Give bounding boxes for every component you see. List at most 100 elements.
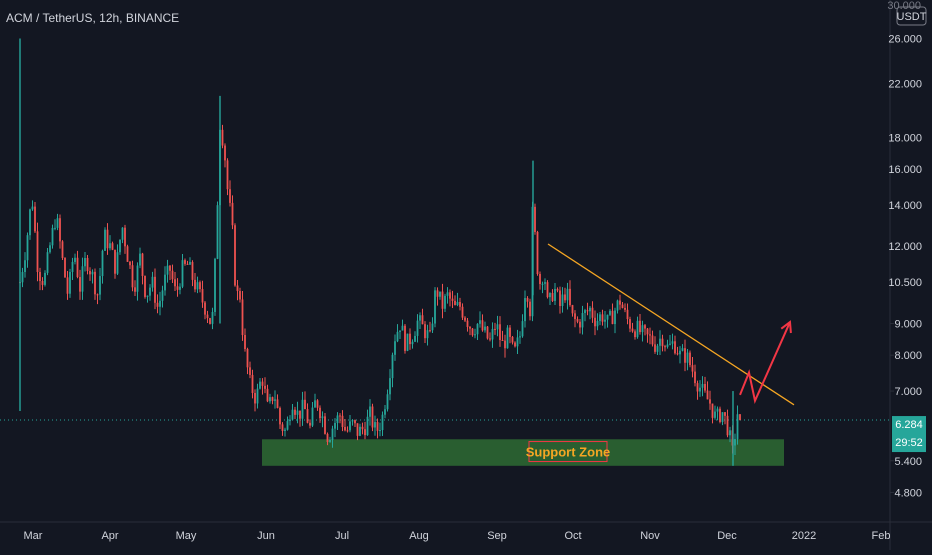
candle-countdown: 29:52 — [895, 437, 923, 449]
candle-body — [519, 336, 521, 338]
candle-body — [119, 239, 121, 253]
candle-body — [204, 302, 206, 315]
candle-body — [91, 271, 94, 275]
candle-body — [264, 385, 266, 389]
candle-body — [646, 328, 649, 335]
projection-arrow-path — [739, 321, 791, 405]
candle-body — [706, 390, 709, 400]
candle-body — [486, 326, 489, 339]
candle-body — [721, 412, 724, 422]
candle-body — [214, 258, 216, 312]
candle-body — [94, 271, 96, 295]
candle-body — [234, 225, 236, 286]
candle-body — [596, 320, 599, 327]
time-tick-label: Apr — [101, 530, 118, 542]
candle-body — [404, 325, 406, 351]
candle-body — [399, 330, 401, 332]
candle-body — [356, 423, 359, 436]
trendline[interactable] — [547, 243, 795, 406]
candle-body — [211, 311, 214, 324]
candle-body — [181, 260, 184, 287]
candle-body — [149, 287, 151, 296]
candle-body — [99, 276, 101, 295]
candle-body — [489, 338, 491, 340]
candle-body — [649, 334, 651, 336]
candle-body — [736, 414, 739, 440]
candle-body — [324, 416, 326, 434]
candle-body — [334, 422, 336, 429]
candle-body — [574, 313, 576, 320]
candle-body — [406, 333, 409, 351]
currency-badge[interactable]: USDT — [896, 6, 927, 26]
candle-body — [134, 287, 136, 292]
candle-body — [84, 257, 86, 267]
time-tick-label: Jul — [335, 530, 349, 542]
candle-body — [126, 246, 129, 262]
candle-body — [629, 319, 631, 329]
candle-body — [216, 205, 219, 259]
candle-body — [601, 314, 604, 322]
candle-body — [411, 341, 414, 345]
candles — [19, 38, 741, 466]
candle-body — [49, 245, 51, 253]
candle-body — [389, 378, 391, 395]
candle-body — [194, 279, 196, 290]
candle-body — [664, 346, 666, 348]
candle-body — [526, 298, 529, 302]
last-price-box — [892, 416, 926, 453]
candle-body — [614, 310, 616, 325]
chart-title: ACM / TetherUS, 12h, BINANCE — [6, 11, 179, 25]
candle-body — [524, 298, 526, 322]
candle-body — [24, 260, 26, 273]
price-tick-label: 16.000 — [888, 164, 922, 176]
candle-body — [631, 328, 634, 332]
candle-body — [456, 302, 459, 306]
candle-body — [461, 306, 464, 318]
candle-body — [494, 328, 496, 330]
candle-body — [161, 290, 164, 301]
candle-body — [541, 283, 544, 285]
candle-body — [294, 409, 296, 415]
candle-body — [554, 288, 556, 301]
candle-body — [386, 394, 389, 410]
candle-body — [296, 410, 299, 415]
candle-body — [509, 327, 511, 337]
candle-body — [311, 407, 314, 426]
candle-body — [394, 341, 396, 355]
candle-body — [459, 302, 461, 307]
candle-body — [469, 326, 471, 329]
candle-body — [274, 399, 276, 401]
candle-body — [591, 307, 594, 318]
candle-body — [401, 325, 404, 331]
candle-body — [79, 277, 81, 292]
support-zone[interactable]: Support Zone — [262, 439, 784, 466]
candle-body — [144, 275, 146, 297]
candle-body — [499, 324, 501, 340]
candle-body — [344, 427, 346, 431]
candle-body — [329, 439, 331, 442]
support-zone-rect — [262, 439, 784, 466]
price-axis[interactable]: 26.000 22.000 18.000 16.000 14.000 12.000 10.5… — [888, 33, 922, 499]
candle-body — [146, 295, 149, 297]
candle-body — [391, 354, 394, 379]
candle-body — [599, 314, 601, 321]
candle-body — [376, 422, 379, 431]
candle-body — [74, 257, 76, 262]
support-zone-label-box — [528, 441, 608, 463]
candle-body — [359, 426, 361, 436]
time-tick-label: Oct — [564, 530, 581, 542]
candle-body — [546, 282, 549, 298]
candle-body — [426, 330, 429, 339]
time-axis[interactable]: Mar Apr May Jun Jul Aug Sep Oct Nov Dec 2022 Feb — [24, 530, 891, 542]
candle-body — [716, 408, 719, 412]
price-tick-label: 7.000 — [894, 386, 922, 398]
candle-body — [104, 229, 106, 251]
projection-arrow[interactable] — [739, 320, 792, 405]
candle-body — [171, 270, 174, 280]
candle-body — [686, 352, 689, 363]
candle-body — [251, 374, 254, 393]
candle-body — [551, 293, 554, 301]
candle-body — [504, 340, 506, 349]
candle-body — [576, 319, 579, 322]
